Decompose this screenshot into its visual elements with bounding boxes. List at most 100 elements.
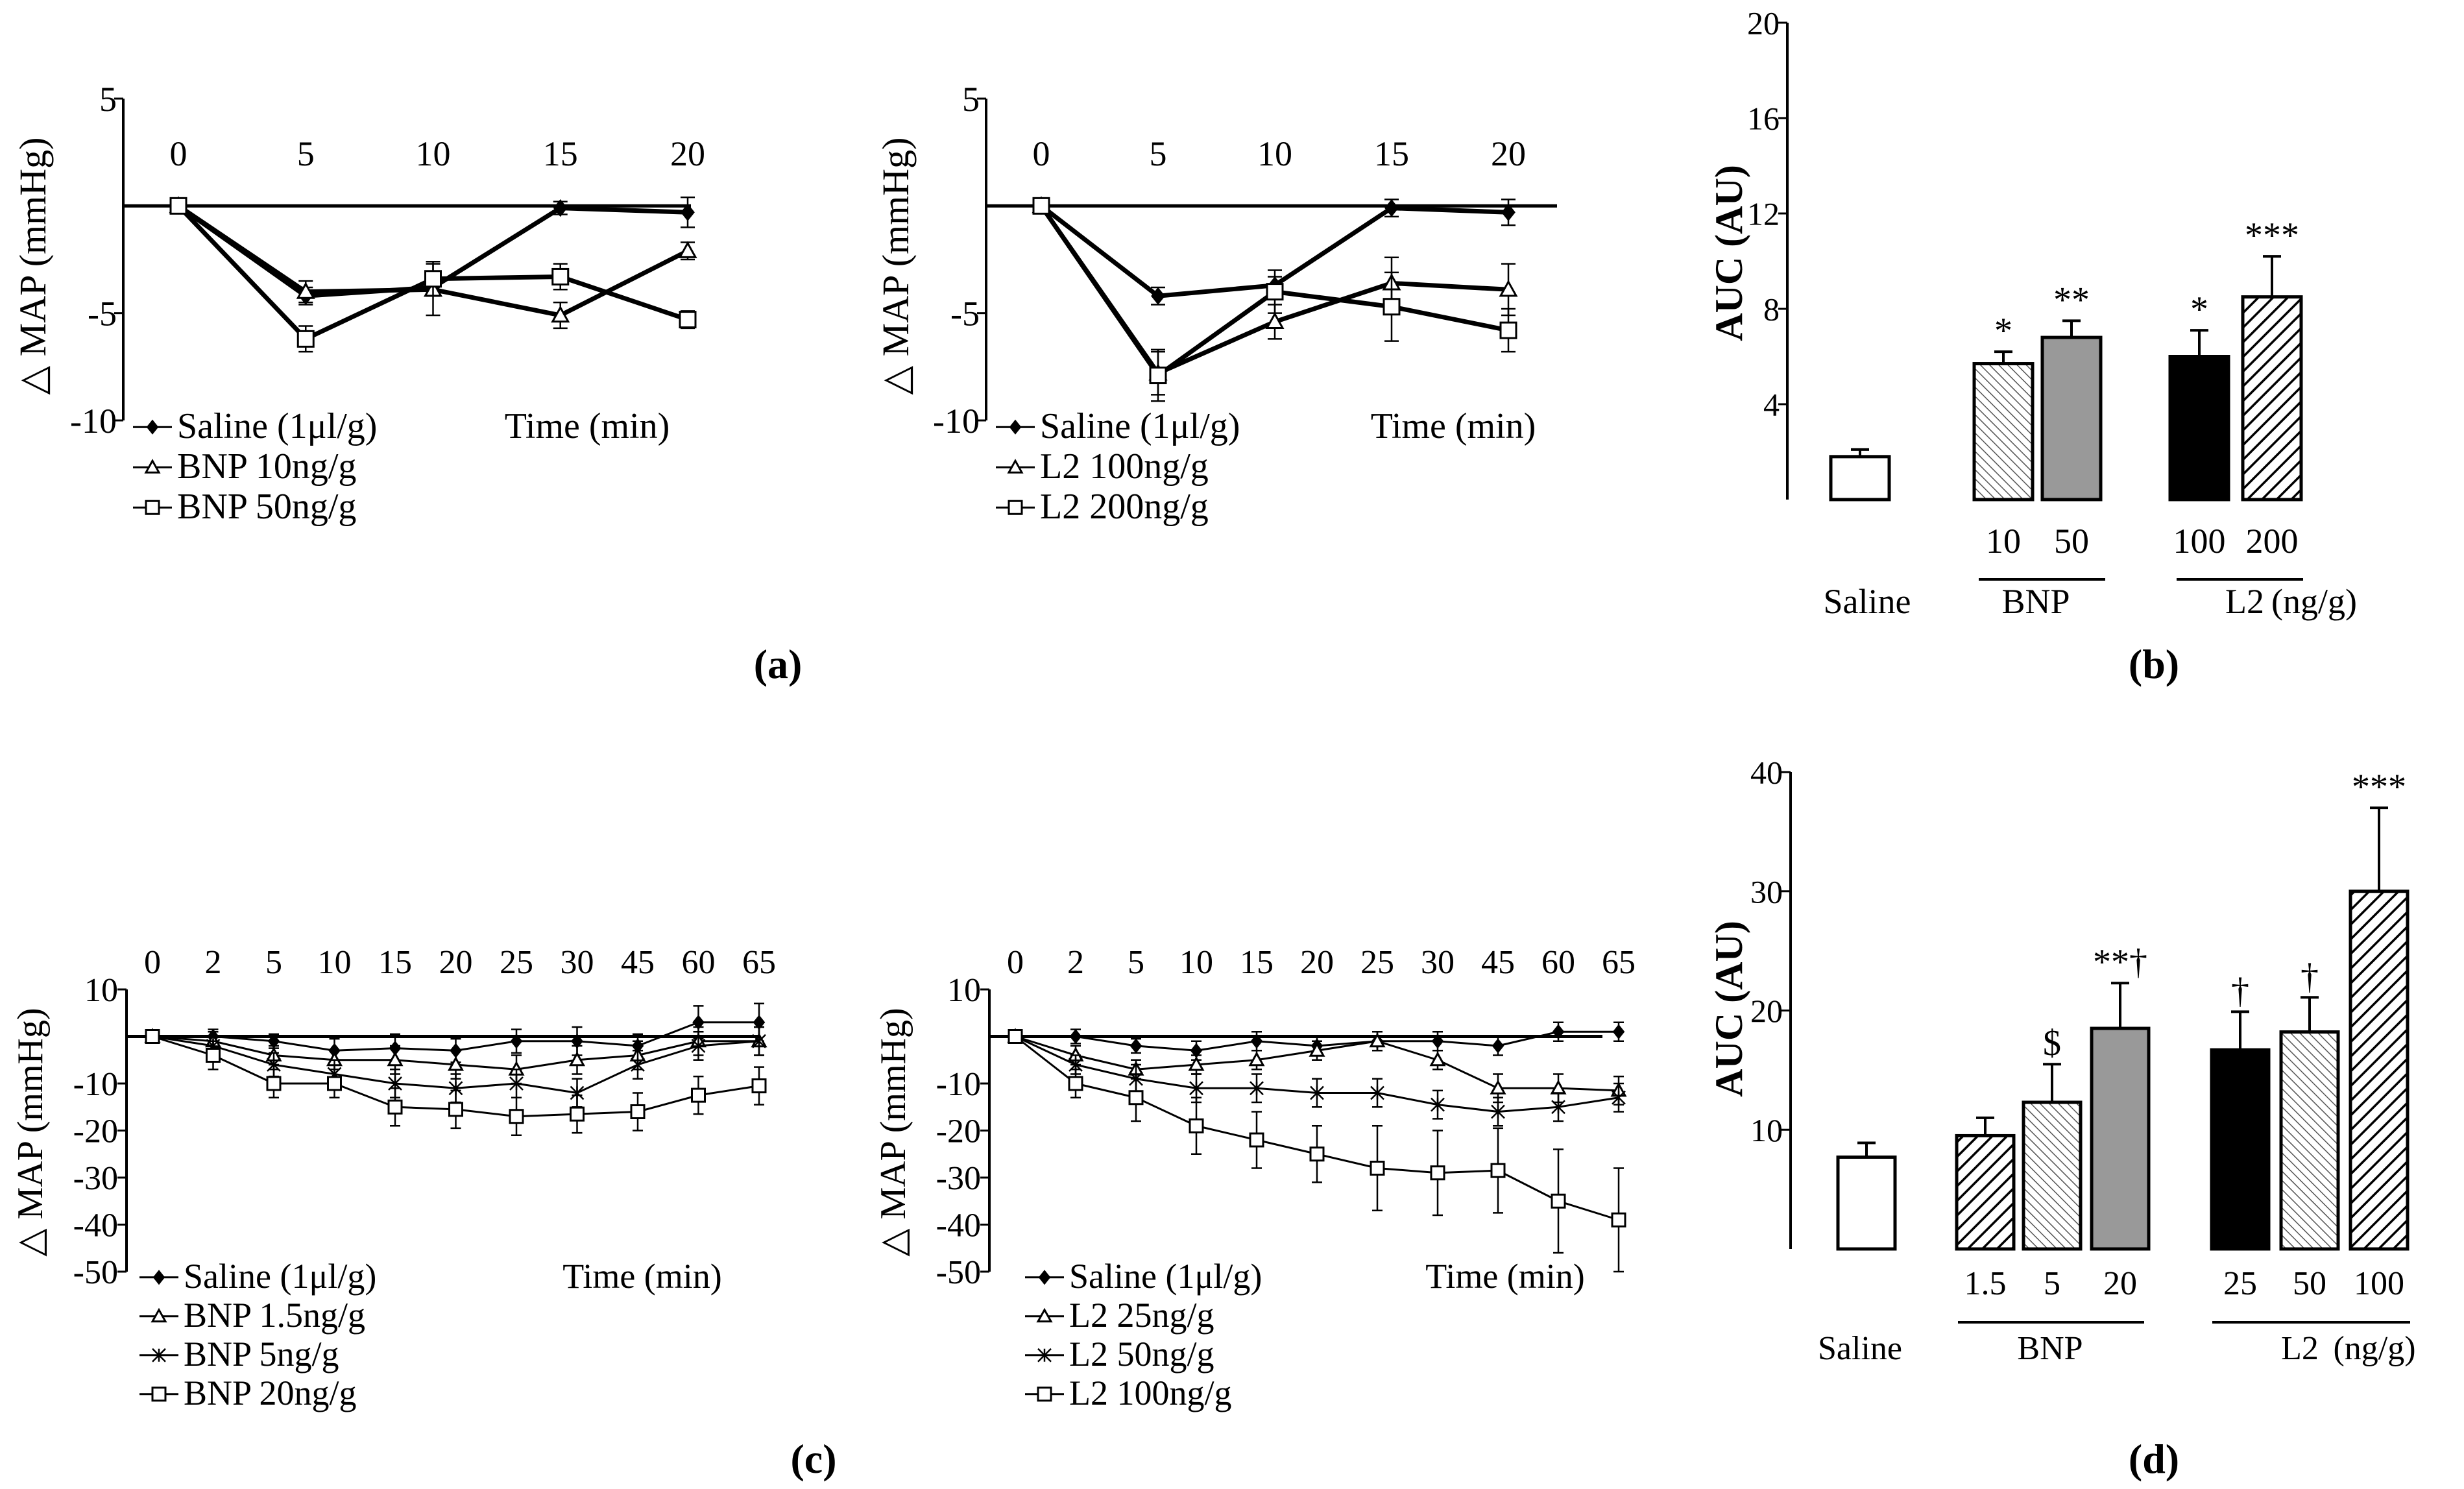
data-point — [1068, 1076, 1083, 1091]
data-point — [296, 330, 315, 348]
significance-marker: † — [2301, 956, 2319, 997]
legend-label: BNP 20ng/g — [184, 1374, 357, 1412]
y-tick-label: 10 — [947, 972, 981, 1009]
x-tick-label: 25 — [500, 944, 533, 981]
y-tick-label: 8 — [1763, 291, 1780, 328]
significance-marker: * — [2190, 289, 2208, 330]
legend-label: L2 100ng/g — [1040, 446, 1209, 487]
y-tick-label: 20 — [1750, 993, 1783, 1029]
x-tick-label: 45 — [1481, 944, 1515, 981]
data-point — [206, 1048, 221, 1063]
bar-group: *** 100 — [2349, 767, 2410, 1302]
data-point — [1431, 1034, 1444, 1049]
data-point — [1189, 1081, 1203, 1096]
y-tick-label: -50 — [73, 1254, 118, 1291]
bar-group: * 10 — [1972, 311, 2035, 561]
bar — [1829, 455, 1891, 502]
data-point — [1491, 1104, 1505, 1119]
data-point — [509, 1076, 524, 1091]
x-axis-label: Time (min) — [1371, 406, 1536, 446]
data-point — [1309, 1146, 1325, 1162]
data-point — [681, 203, 695, 221]
data-point — [447, 1056, 465, 1071]
data-point — [691, 1039, 706, 1053]
legend-marker — [1007, 459, 1024, 474]
x-tick-label: 0 — [144, 944, 161, 981]
y-axis-label: △ MAP (mmHg) — [12, 138, 54, 395]
x-axis-label: Time (min) — [505, 406, 670, 446]
y-tick-label: -10 — [73, 1066, 118, 1103]
data-point — [1370, 1085, 1384, 1100]
data-point — [509, 1109, 524, 1124]
legend-marker — [152, 1348, 166, 1362]
data-point — [1128, 1090, 1144, 1106]
x-tick-label: 0 — [1033, 134, 1050, 173]
panel-label-d: (d) — [2129, 1436, 2179, 1482]
data-point — [752, 1034, 766, 1048]
y-axis-label: AUC (AU) — [1708, 921, 1750, 1097]
x-tick-label: 10 — [416, 134, 451, 173]
y-tick-label: -30 — [936, 1160, 981, 1197]
significance-marker: **† — [2093, 942, 2147, 982]
category-label: 50 — [2293, 1265, 2326, 1302]
data-point — [1383, 298, 1401, 316]
bar-group: * 100 — [2168, 289, 2230, 561]
legend-marker — [1037, 1386, 1052, 1402]
significance-marker: ** — [2053, 280, 2090, 320]
data-point — [1499, 321, 1517, 339]
significance-marker: *** — [2352, 767, 2406, 807]
data-point — [678, 241, 697, 258]
bar — [2349, 890, 2410, 1251]
data-point — [679, 311, 697, 329]
data-point — [448, 1102, 463, 1117]
group-label-bnp: BNP — [2001, 582, 2070, 621]
y-tick-label: 5 — [99, 80, 117, 119]
category-label: 1.5 — [1964, 1265, 2007, 1302]
bar-group: *** 200 — [2241, 215, 2303, 561]
data-point — [1431, 1097, 1445, 1112]
data-point — [1151, 287, 1165, 305]
data-point — [1501, 203, 1516, 221]
y-axis-label: △ MAP (mmHg) — [10, 1008, 51, 1256]
data-point — [1266, 283, 1284, 301]
category-label: 200 — [2246, 522, 2299, 561]
bar — [2090, 1026, 2151, 1251]
y-tick-label: -40 — [936, 1207, 981, 1244]
data-point — [1188, 1056, 1205, 1071]
y-tick-label: 16 — [1747, 101, 1780, 137]
data-point — [1384, 199, 1399, 217]
data-point — [1129, 1038, 1142, 1054]
legend-label: L2 200ng/g — [1040, 487, 1209, 527]
y-tick-label: 4 — [1763, 387, 1780, 423]
panel-label-c: (c) — [790, 1436, 836, 1482]
data-point — [751, 1078, 767, 1094]
chart-a-l2-line: 5 -5 -10 0 5 10 15 20 △ MAP (mmHg) Saline (1μl/g)… — [875, 80, 1557, 527]
x-tick-label: 10 — [1179, 944, 1213, 981]
x-tick-label: 5 — [265, 944, 282, 981]
series-2 — [1007, 1028, 1627, 1106]
bar-group: $5 — [2022, 1023, 2083, 1302]
significance-marker: * — [1994, 311, 2012, 351]
data-point — [387, 1099, 403, 1115]
bar — [1955, 1133, 2016, 1251]
category-label: 100 — [2173, 522, 2226, 561]
data-point — [551, 305, 570, 323]
y-tick-label: 40 — [1750, 755, 1783, 791]
series-3 — [169, 197, 697, 353]
y-tick-label: -20 — [936, 1113, 981, 1150]
data-point — [1008, 1029, 1023, 1044]
bar — [1972, 362, 2035, 502]
legend-label: L2 50ng/g — [1069, 1335, 1214, 1374]
data-point — [145, 1029, 160, 1044]
data-point — [1250, 1034, 1263, 1049]
data-point — [1265, 311, 1285, 329]
bar-group: ** 50 — [2040, 280, 2103, 561]
bar-group: **† 20 — [2090, 942, 2151, 1302]
group-label-saline: Saline — [1818, 1330, 1902, 1367]
legend-marker — [1037, 1348, 1052, 1362]
x-tick-label: 60 — [1541, 944, 1575, 981]
data-point — [169, 197, 187, 215]
y-tick-label: -5 — [950, 295, 980, 333]
data-point — [327, 1076, 342, 1091]
x-tick-label: 60 — [682, 944, 716, 981]
